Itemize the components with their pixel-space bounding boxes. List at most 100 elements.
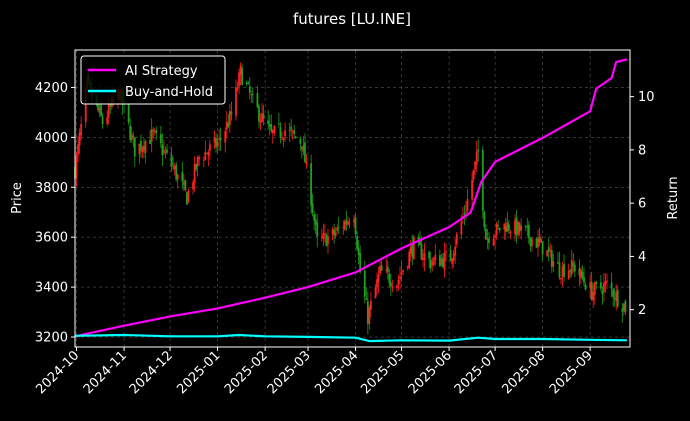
candle-body: [498, 227, 501, 231]
candle-body: [379, 266, 381, 274]
legend: AI Strategy Buy-and-Hold: [80, 55, 226, 105]
y-tick-label: 3400: [35, 281, 68, 296]
candle-body: [239, 65, 242, 75]
candle-body: [573, 264, 576, 272]
candle-body: [610, 282, 613, 289]
candle-body: [391, 286, 394, 288]
candle-body: [357, 248, 360, 256]
candle-body: [333, 229, 336, 236]
candle-body: [184, 180, 187, 191]
candle-body: [570, 260, 573, 275]
candle-body: [161, 144, 164, 156]
candle-body: [80, 123, 83, 136]
candle-body: [268, 124, 271, 127]
candle-body: [141, 147, 144, 153]
candle-body: [445, 251, 447, 253]
candle-body: [589, 282, 592, 289]
candle-body: [198, 157, 201, 160]
candle-body: [466, 199, 469, 211]
candle-body: [172, 165, 175, 167]
y-tick-label: 3200: [35, 331, 68, 346]
candle-body: [615, 291, 618, 302]
candle-body: [578, 268, 581, 276]
candle-body: [451, 258, 454, 264]
candle-body: [552, 261, 555, 267]
candle-body: [550, 250, 553, 267]
candle-body: [494, 235, 496, 238]
candle-body: [106, 117, 109, 124]
candle-body: [320, 236, 323, 238]
candle-body: [603, 283, 605, 293]
candle-body: [278, 123, 280, 125]
candle-body: [388, 274, 391, 283]
candle-body: [236, 88, 239, 90]
y2-axis-label: Return: [666, 176, 681, 219]
candle-body: [563, 264, 565, 277]
candle-body: [247, 82, 250, 84]
candle-body: [75, 155, 78, 179]
candle-body: [207, 151, 210, 156]
candle-body: [560, 277, 562, 280]
candle-body: [175, 164, 178, 180]
candle-body: [434, 255, 437, 260]
candle-body: [97, 103, 99, 111]
legend-label-buy-and-hold: Buy-and-Hold: [125, 85, 213, 100]
candle-body: [343, 221, 346, 230]
candle-body: [100, 105, 102, 116]
candle-body: [144, 141, 147, 154]
candle-body: [132, 135, 135, 138]
candle-body: [193, 163, 196, 183]
candle-body: [337, 227, 340, 229]
candle-body: [149, 139, 152, 144]
candle-body: [368, 307, 371, 324]
candle-body: [127, 104, 130, 123]
candle-body: [359, 252, 362, 273]
candle-body: [385, 269, 388, 271]
candle-body: [420, 244, 423, 260]
candle-body: [140, 140, 142, 151]
candle-body: [219, 138, 222, 140]
candle-body: [472, 169, 475, 180]
candle-body: [517, 222, 519, 235]
candle-body: [138, 143, 141, 154]
y2-tick-label: 10: [638, 90, 655, 105]
candle-body: [304, 142, 306, 163]
candle-body: [399, 276, 401, 280]
candle-body: [411, 244, 414, 257]
candle-body: [155, 130, 158, 134]
candle-body: [495, 223, 498, 235]
candle-body: [301, 146, 303, 149]
candle-body: [599, 282, 602, 289]
candle-body: [109, 104, 112, 107]
candle-body: [77, 144, 79, 155]
candle-body: [224, 131, 227, 143]
candle-body: [402, 270, 404, 272]
candle-body: [537, 238, 539, 248]
candle-body: [557, 262, 559, 264]
candle-body: [251, 93, 254, 95]
candle-body: [290, 126, 293, 130]
candle-body: [380, 265, 383, 271]
candle-body: [363, 270, 366, 297]
candle-body: [366, 301, 369, 324]
return-lines: [74, 58, 628, 343]
candle-body: [279, 127, 282, 137]
candle-body: [538, 237, 541, 242]
candle-body: [353, 219, 355, 223]
candle-body: [581, 271, 584, 278]
candle-body: [529, 237, 532, 246]
candle-body: [431, 262, 434, 266]
candle-body: [492, 238, 495, 246]
candle-body: [176, 174, 179, 180]
candle-body: [273, 125, 276, 134]
candle-body: [262, 113, 265, 119]
candle-body: [202, 159, 205, 161]
candle-body: [288, 129, 291, 132]
candle-body: [621, 308, 624, 312]
candle-body: [386, 266, 389, 273]
candle-body: [567, 270, 570, 279]
candle-body: [342, 226, 345, 228]
candle-body: [389, 282, 392, 287]
candle-body: [454, 246, 457, 256]
candle-body: [558, 262, 561, 278]
